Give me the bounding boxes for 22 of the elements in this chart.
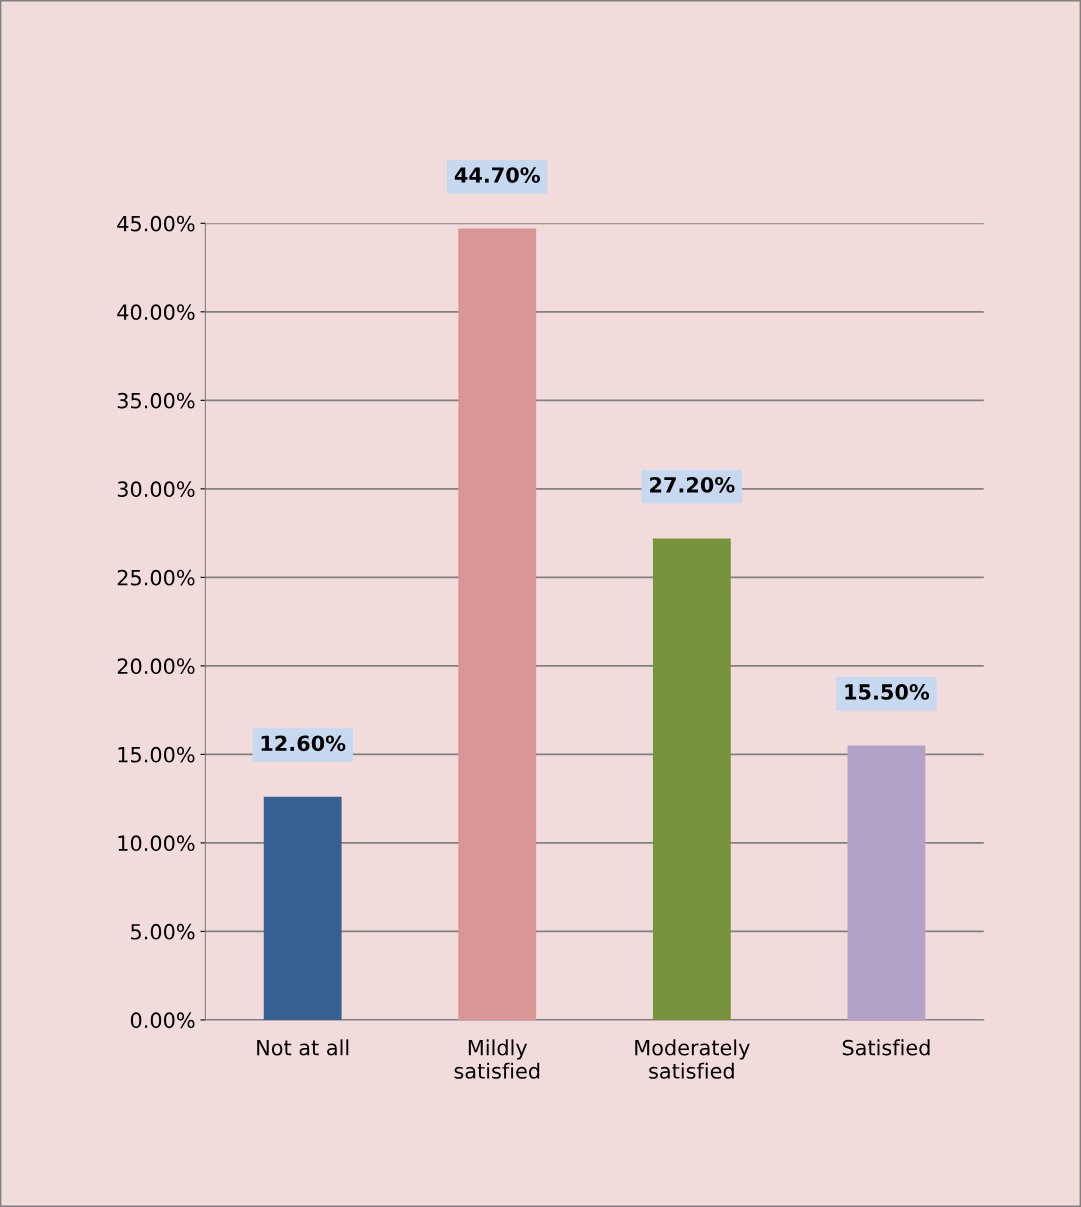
y-tick-label: 15.00% xyxy=(118,746,195,763)
data-label: 15.50% xyxy=(845,684,930,700)
bar xyxy=(263,796,342,1020)
bar xyxy=(847,745,926,1020)
y-tick-label: 0.00% xyxy=(130,1012,195,1029)
x-tick-label: Satisfied xyxy=(842,1039,930,1056)
y-tick-label: 25.00% xyxy=(117,569,195,586)
x-tick-label: Mildly satisfied xyxy=(454,1039,540,1079)
data-label: 27.20% xyxy=(650,476,735,493)
y-tick-label: 20.00% xyxy=(117,658,195,675)
data-label: 12.60% xyxy=(261,735,346,752)
y-tick-label: 30.00% xyxy=(117,481,195,498)
y-tick-label: 10.00% xyxy=(118,835,195,852)
data-label: 44.70% xyxy=(454,167,540,183)
bar xyxy=(652,538,731,1020)
bar xyxy=(458,228,537,1020)
y-tick-label: 5.00% xyxy=(131,923,195,940)
y-tick-label: 40.00% xyxy=(117,304,195,321)
y-tick-label: 45.00% xyxy=(117,215,195,232)
x-tick-label: Not at all xyxy=(257,1039,349,1056)
x-tick-label: Moderately satisfied xyxy=(635,1039,750,1079)
y-tick-label: 35.00% xyxy=(117,392,195,409)
